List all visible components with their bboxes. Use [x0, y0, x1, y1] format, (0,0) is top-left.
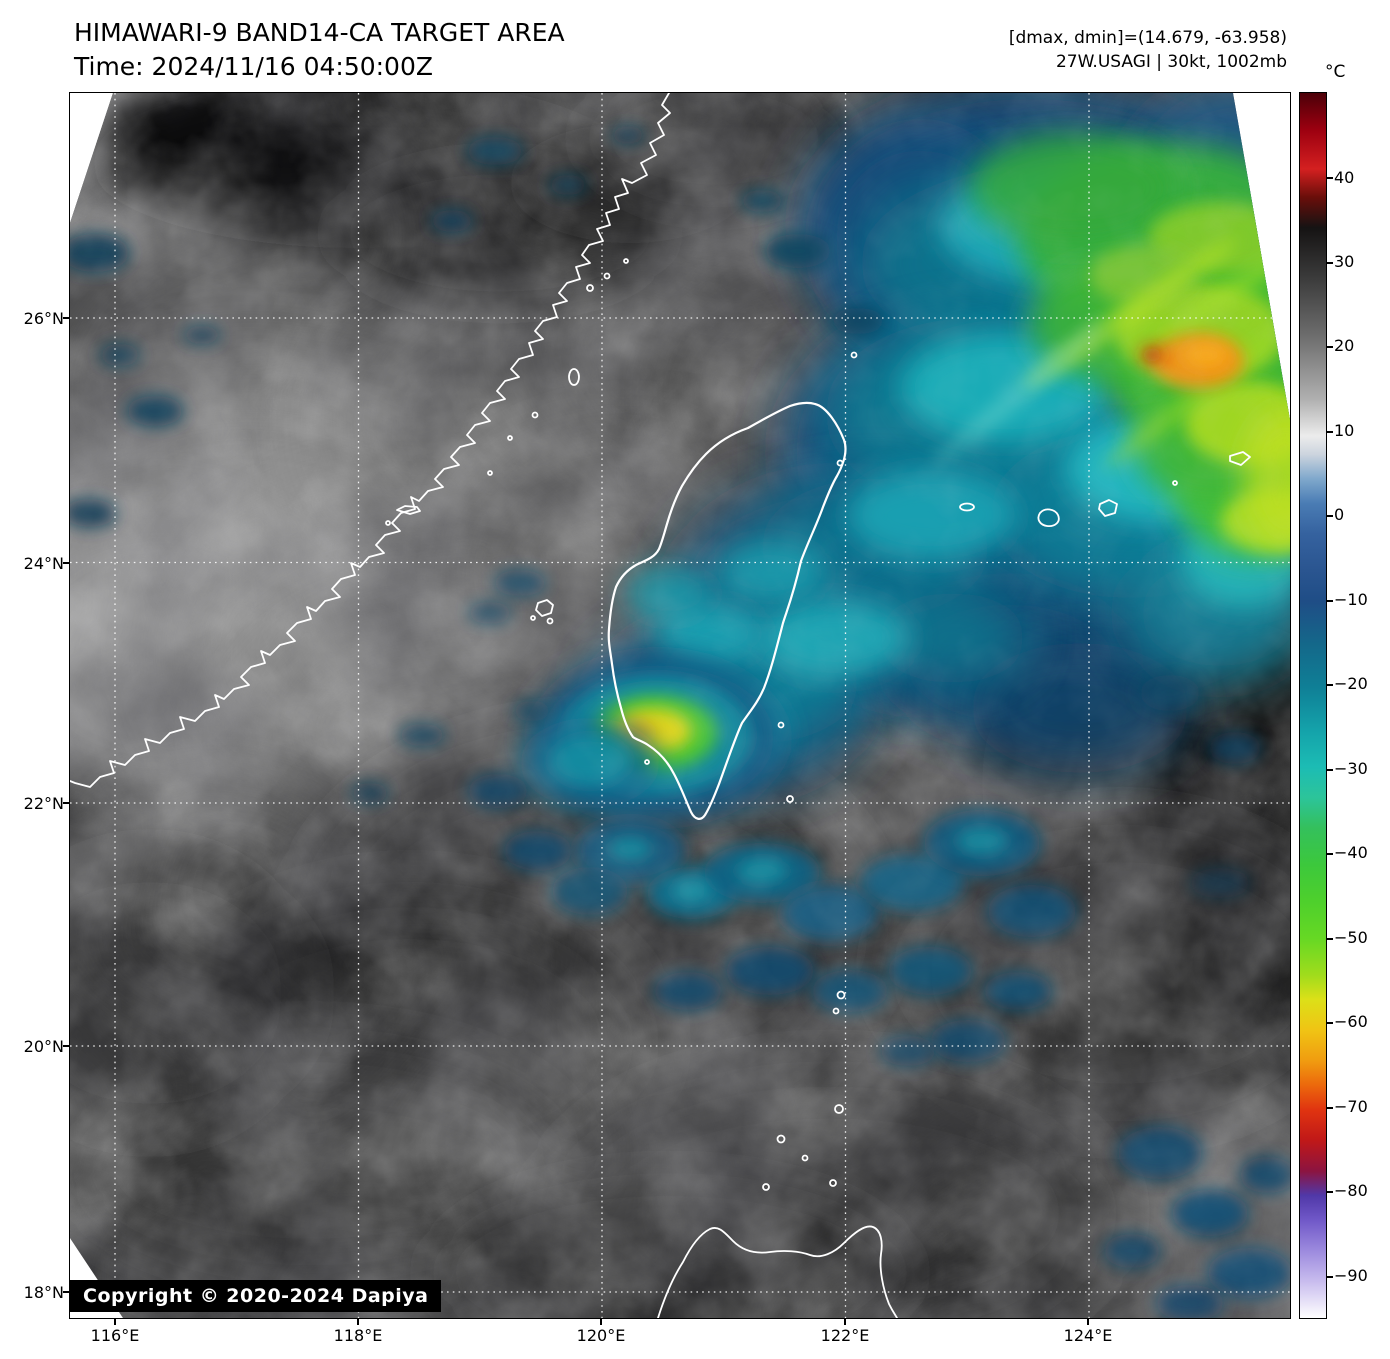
product-time: Time: 2024/11/16 04:50:00Z	[74, 52, 433, 81]
lat-label-18n: 18°N	[23, 1283, 64, 1302]
colorbar-tick-label: −50	[1334, 928, 1368, 947]
axis-tick	[63, 1291, 69, 1293]
colorbar-tick-label: −90	[1334, 1266, 1368, 1285]
lon-label-122e: 122°E	[820, 1326, 870, 1345]
colorbar-tick	[1327, 177, 1333, 179]
dmax-dmin-annotation: [dmax, dmin]=(14.679, -63.958)	[1008, 28, 1287, 48]
axis-tick	[844, 1319, 846, 1325]
luzon-coastline	[657, 1225, 898, 1318]
colorbar	[1299, 92, 1333, 1319]
colorbar-unit-label: °C	[1325, 62, 1346, 82]
colorbar-tick-label: −80	[1334, 1181, 1368, 1200]
colorbar-tick	[1327, 769, 1333, 771]
lat-label-22n: 22°N	[23, 794, 64, 813]
colorbar-tick	[1327, 853, 1333, 855]
colorbar-tick-label: −40	[1334, 843, 1368, 862]
lon-label-120e: 120°E	[576, 1326, 626, 1345]
product-title: HIMAWARI-9 BAND14-CA TARGET AREA	[74, 18, 565, 47]
colorbar-tick-label: −10	[1334, 590, 1368, 609]
colorbar-tick	[1327, 938, 1333, 940]
colorbar-tick	[1327, 1276, 1333, 1278]
colorbar-tick	[1327, 1191, 1333, 1193]
cloud-imagery	[70, 93, 1290, 1318]
colorbar-tick	[1327, 684, 1333, 686]
axis-tick	[63, 802, 69, 804]
copyright-label: Copyright © 2020-2024 Dapiya	[70, 1280, 442, 1312]
lat-label-20n: 20°N	[23, 1037, 64, 1056]
axis-tick	[63, 562, 69, 564]
lat-label-26n: 26°N	[23, 309, 64, 328]
satellite-image	[70, 93, 1290, 1318]
colorbar-tick	[1327, 600, 1333, 602]
colorbar-tick-label: −70	[1334, 1097, 1368, 1116]
lat-label-24n: 24°N	[23, 554, 64, 573]
colorbar-tick	[1327, 1107, 1333, 1109]
axis-tick	[114, 1319, 116, 1325]
axis-tick	[63, 1045, 69, 1047]
colorbar-tick-label: −20	[1334, 674, 1368, 693]
lon-label-118e: 118°E	[333, 1326, 383, 1345]
colorbar-tick	[1327, 262, 1333, 264]
islands	[385, 258, 1251, 1191]
colorbar-tick	[1327, 346, 1333, 348]
axis-tick	[600, 1319, 602, 1325]
colorbar-tick	[1327, 431, 1333, 433]
colorbar-tick-label: −30	[1334, 759, 1368, 778]
taiwan-coastline	[607, 401, 847, 820]
lon-label-116e: 116°E	[90, 1326, 140, 1345]
lon-label-124e: 124°E	[1063, 1326, 1113, 1345]
noise-texture-fine	[70, 93, 1290, 1318]
axis-tick	[357, 1319, 359, 1325]
map-area: Copyright © 2020-2024 Dapiya	[69, 92, 1291, 1319]
storm-annotation: 27W.USAGI | 30kt, 1002mb	[1055, 52, 1287, 72]
colorbar-tick-label: 0	[1334, 505, 1345, 524]
colorbar-tick-label: 10	[1334, 421, 1355, 440]
colorbar-tick-label: −60	[1334, 1012, 1368, 1031]
axis-tick	[63, 317, 69, 319]
colorbar-tick	[1327, 515, 1333, 517]
axis-tick	[1087, 1319, 1089, 1325]
colorbar-tick-label: 30	[1334, 252, 1355, 271]
colorbar-tick-label: 40	[1334, 168, 1355, 187]
colorbar-tick-label: 20	[1334, 336, 1355, 355]
colorbar-tick	[1327, 1022, 1333, 1024]
